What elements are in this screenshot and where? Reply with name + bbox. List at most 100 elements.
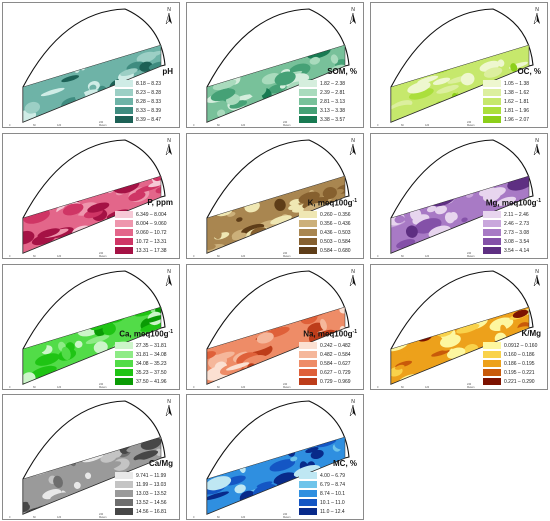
map-panel: N Ca, meq100g-1 27.35 – 31.81 31.81 – 34.08… bbox=[2, 264, 180, 390]
legend-item: 3.08 – 3.54 bbox=[483, 237, 543, 246]
scale-tick-label: 120 bbox=[241, 386, 246, 389]
legend-item: 2.73 – 3.08 bbox=[483, 228, 543, 237]
legend-swatch bbox=[483, 351, 501, 358]
legend: 0.260 – 0.356 0.356 – 0.436 0.436 – 0.503 0… bbox=[299, 210, 359, 255]
legend-swatch bbox=[115, 351, 133, 358]
legend-swatch bbox=[115, 80, 133, 87]
legend-item: 2.46 – 2.73 bbox=[483, 219, 543, 228]
legend-item: 2.39 – 2.81 bbox=[299, 88, 359, 97]
legend-swatch bbox=[299, 229, 317, 236]
map-title: Ca, meq100g-1 bbox=[119, 329, 173, 339]
legend-swatch bbox=[115, 229, 133, 236]
scale-tick-label: 0 bbox=[9, 386, 11, 389]
legend-label: 3.38 – 3.57 bbox=[320, 116, 346, 123]
field-map bbox=[390, 139, 534, 254]
scale-tick-label: 120 bbox=[57, 124, 62, 127]
legend-item: 0.242 – 0.482 bbox=[299, 341, 359, 350]
scale-tick-label: 60 bbox=[33, 386, 36, 389]
legend-swatch bbox=[299, 98, 317, 105]
legend-item: 37.50 – 41.96 bbox=[115, 377, 175, 386]
scale-bar: 0 60 120 240 Meters bbox=[9, 512, 107, 519]
field-boundary bbox=[390, 139, 534, 254]
scale-tick-label: 0 bbox=[9, 124, 11, 127]
legend-label: 34.08 – 35.23 bbox=[136, 360, 167, 367]
legend-label: 0.436 – 0.503 bbox=[320, 229, 351, 236]
legend-label: 0.221 – 0.290 bbox=[504, 378, 535, 385]
legend-item: 0.482 – 0.584 bbox=[299, 350, 359, 359]
legend-label: 31.81 – 34.08 bbox=[136, 351, 167, 358]
legend-label: 11.0 – 12.4 bbox=[320, 508, 345, 515]
scale-tick-label: 240 Meters bbox=[467, 252, 475, 258]
legend-swatch bbox=[115, 211, 133, 218]
legend-swatch bbox=[483, 116, 501, 123]
legend-swatch bbox=[115, 499, 133, 506]
legend-swatch bbox=[299, 481, 317, 488]
legend-label: 3.08 – 3.54 bbox=[504, 238, 530, 245]
legend-swatch bbox=[115, 481, 133, 488]
legend-swatch bbox=[299, 116, 317, 123]
legend: 1.82 – 2.38 2.39 – 2.81 2.81 – 3.13 3.13 – … bbox=[299, 79, 359, 124]
field-boundary bbox=[206, 139, 350, 254]
scale-bar: 0 60 120 240 Meters bbox=[377, 251, 475, 258]
legend-swatch bbox=[483, 378, 501, 385]
scale-tick-label: 120 bbox=[425, 386, 430, 389]
legend-swatch bbox=[115, 116, 133, 123]
legend-item: 6.79 – 8.74 bbox=[299, 480, 359, 489]
legend-item: 1.62 – 1.81 bbox=[483, 97, 543, 106]
scale-tick-label: 60 bbox=[33, 516, 36, 519]
legend-item: 0.186 – 0.195 bbox=[483, 359, 543, 368]
north-label: N bbox=[167, 7, 171, 13]
map-title: SOM, % bbox=[327, 67, 357, 76]
legend-swatch bbox=[483, 247, 501, 254]
legend-swatch bbox=[299, 499, 317, 506]
field-map bbox=[22, 8, 166, 123]
legend-item: 2.81 – 3.13 bbox=[299, 97, 359, 106]
legend-label: 13.03 – 13.52 bbox=[136, 490, 167, 497]
north-label: N bbox=[351, 399, 355, 405]
legend-item: 8.18 – 8.23 bbox=[115, 79, 175, 88]
legend-swatch bbox=[483, 80, 501, 87]
scale-bar: 0 60 120 240 Meters bbox=[9, 382, 107, 389]
legend-swatch bbox=[483, 98, 501, 105]
north-arrow-icon: N bbox=[533, 138, 541, 156]
north-arrow-icon: N bbox=[165, 7, 173, 25]
legend-label: 0.0912 – 0.160 bbox=[504, 342, 538, 349]
scale-tick-label: 0 bbox=[193, 255, 195, 258]
legend-item: 0.160 – 0.186 bbox=[483, 350, 543, 359]
legend-item: 8.004 – 9.060 bbox=[115, 219, 175, 228]
legend-label: 1.62 – 1.81 bbox=[504, 98, 530, 105]
legend-label: 8.28 – 8.33 bbox=[136, 98, 162, 105]
legend-label: 8.74 – 10.1 bbox=[320, 490, 346, 497]
north-arrow-icon: N bbox=[533, 269, 541, 287]
legend-swatch bbox=[115, 107, 133, 114]
legend-swatch bbox=[115, 378, 133, 385]
legend-label: 13.31 – 17.38 bbox=[136, 247, 167, 254]
legend-label: 1.82 – 2.38 bbox=[320, 80, 346, 87]
legend-swatch bbox=[299, 490, 317, 497]
legend-label: 9.060 – 10.72 bbox=[136, 229, 167, 236]
north-label: N bbox=[167, 399, 171, 405]
legend-item: 13.03 – 13.52 bbox=[115, 489, 175, 498]
legend-swatch bbox=[299, 211, 317, 218]
scale-bar: 0 60 120 240 Meters bbox=[193, 251, 291, 258]
scale-tick-label: 240 Meters bbox=[467, 383, 475, 389]
scale-tick-label: 240 Meters bbox=[283, 121, 291, 127]
legend-swatch bbox=[299, 247, 317, 254]
scale-tick-label: 120 bbox=[57, 386, 62, 389]
north-label: N bbox=[167, 138, 171, 144]
legend-item: 0.584 – 0.627 bbox=[299, 359, 359, 368]
legend-label: 3.13 – 3.38 bbox=[320, 107, 346, 114]
legend-item: 0.436 – 0.503 bbox=[299, 228, 359, 237]
legend-label: 0.482 – 0.584 bbox=[320, 351, 351, 358]
legend-label: 0.160 – 0.186 bbox=[504, 351, 535, 358]
legend-label: 2.46 – 2.73 bbox=[504, 220, 530, 227]
scale-tick-label: 120 bbox=[241, 124, 246, 127]
map-panel: N Mg, meq100g-1 2.11 – 2.46 2.46 – 2.73 2.73… bbox=[370, 133, 548, 259]
scale-tick-label: 60 bbox=[217, 124, 220, 127]
scale-tick-label: 240 Meters bbox=[283, 252, 291, 258]
scale-tick-label: 240 Meters bbox=[99, 383, 107, 389]
legend: 9.741 – 11.99 11.99 – 13.03 13.03 – 13.52 1… bbox=[115, 471, 175, 516]
north-label: N bbox=[535, 269, 539, 275]
